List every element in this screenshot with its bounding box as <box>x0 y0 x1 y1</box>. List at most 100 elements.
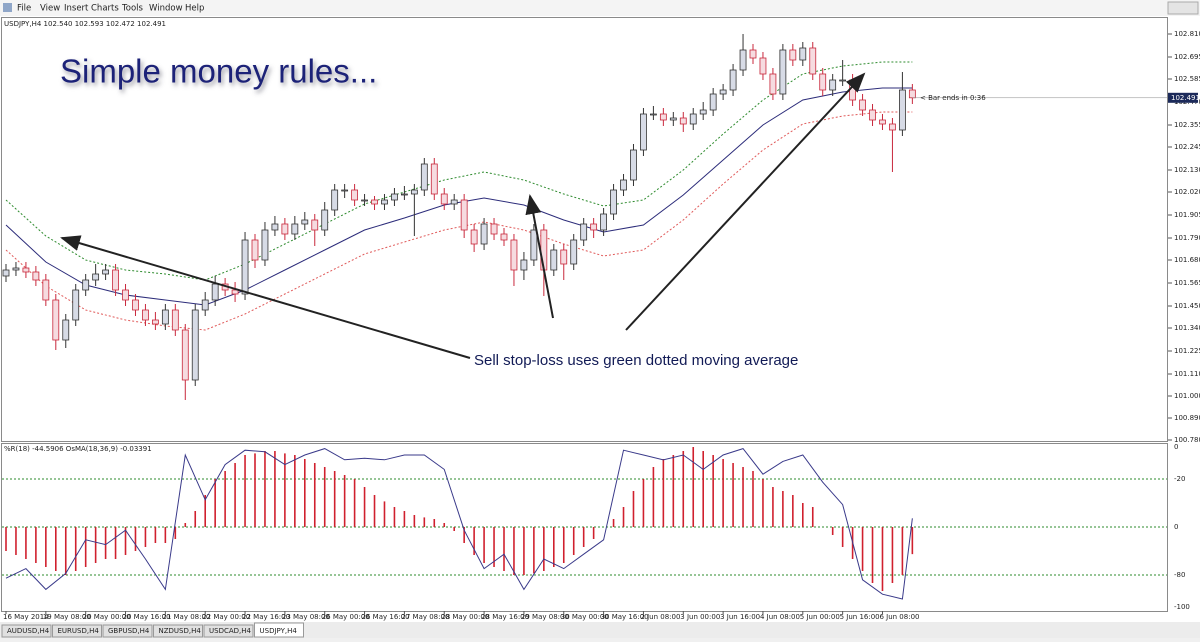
menu-item[interactable]: Insert <box>64 4 89 14</box>
indicator-header: %R(18) -44.5906 OsMA(18,36,9) -0.03391 <box>4 445 152 453</box>
menu-item[interactable]: Tools <box>121 4 144 14</box>
app-icon <box>3 3 12 12</box>
tab-label[interactable]: USDJPY,H4 <box>260 627 298 635</box>
annotation-arrow <box>625 72 866 331</box>
y-tick-label: 102.245 <box>1174 143 1200 151</box>
x-tick-label: 29 May 08:00 <box>521 613 569 621</box>
candle-body <box>709 93 717 111</box>
candle-body <box>679 117 687 125</box>
tab-label[interactable]: AUDUSD,H4 <box>7 627 50 635</box>
candle-body <box>92 273 100 281</box>
x-tick-label: 2 Jun 08:00 <box>640 613 680 621</box>
candle-body <box>550 249 558 271</box>
candle-body <box>570 239 578 265</box>
y-tick-label: -20 <box>1174 475 1185 483</box>
candle-body <box>440 193 448 205</box>
candle-body <box>739 49 747 71</box>
candle-body <box>590 223 598 231</box>
candle-body <box>769 73 777 95</box>
annotation: Sell stop-loss uses green dotted moving … <box>474 352 798 369</box>
x-tick-label: 3 Jun 00:00 <box>680 613 720 621</box>
candle-body <box>351 189 359 201</box>
candle-body <box>480 223 488 245</box>
y-tick-label: 100.780 <box>1174 436 1200 444</box>
menu-item[interactable]: Charts <box>91 4 119 14</box>
candle-body <box>181 329 189 381</box>
candle-body <box>291 223 299 235</box>
candle-body <box>391 193 398 201</box>
y-tick-label: 101.110 <box>1174 370 1200 378</box>
tab-label[interactable]: GBPUSD,H4 <box>108 627 150 635</box>
plot: 102.810102.695102.585102.470102.355102.2… <box>2 30 1200 621</box>
candle-body <box>52 299 60 341</box>
candle-body <box>231 289 239 295</box>
candle-body <box>371 199 378 205</box>
menu-item[interactable]: File <box>17 4 31 14</box>
tab[interactable] <box>102 624 153 638</box>
tab-label[interactable]: USDCAD,H4 <box>209 627 252 635</box>
x-tick-label: 5 Jun 16:00 <box>840 613 880 621</box>
y-tick-label: 0 <box>1174 443 1178 451</box>
candle-body <box>42 279 50 301</box>
candle-body <box>908 89 916 99</box>
menu-item[interactable]: Help <box>185 4 204 14</box>
menu-item[interactable]: Window <box>149 4 183 14</box>
y-tick-label: -100 <box>1174 603 1190 611</box>
y-tick-label: -80 <box>1174 571 1185 579</box>
x-tick-label: 27 May 08:00 <box>401 613 449 621</box>
candle-body <box>22 267 30 273</box>
x-tick-label: 23 May 08:00 <box>282 613 330 621</box>
tab[interactable] <box>254 622 304 638</box>
candle-body <box>112 269 119 291</box>
candle-body <box>82 279 90 291</box>
menu: File View Insert Charts Tools Window Help <box>17 4 204 14</box>
candle-body <box>132 299 139 311</box>
candle-body <box>749 49 757 59</box>
tab[interactable] <box>153 624 203 638</box>
x-tick-label: 3 Jun 16:00 <box>720 613 760 621</box>
candle-body <box>72 289 80 321</box>
tab[interactable] <box>1 624 52 638</box>
candle-body <box>869 109 876 121</box>
x-tick-label: 30 May 16:00 <box>601 613 649 621</box>
y-tick-label: 101.790 <box>1174 234 1200 242</box>
y-tick-label: 102.355 <box>1174 121 1200 129</box>
candle-body <box>500 233 508 241</box>
x-tick-label: 26 May 00:00 <box>322 613 370 621</box>
tab-label[interactable]: EURUSD,H4 <box>58 627 100 635</box>
candle-body <box>610 189 617 215</box>
overlay-title: Simple money rules... <box>60 53 377 90</box>
candle-body <box>400 193 408 196</box>
x-tick-label: 26 May 16:00 <box>362 613 410 621</box>
menu-item[interactable]: View <box>40 4 60 14</box>
y-tick-label: 101.225 <box>1174 347 1200 355</box>
candle-body <box>171 309 179 331</box>
candle-body <box>321 209 329 231</box>
y-tick-label: 101.680 <box>1174 256 1200 264</box>
x-tick-label: 6 Jun 08:00 <box>879 613 919 621</box>
y-tick-label: 102.810 <box>1174 30 1200 38</box>
tab[interactable] <box>203 624 254 638</box>
candle-body <box>889 123 896 131</box>
y-tick-label: 101.565 <box>1174 279 1200 287</box>
tab[interactable] <box>52 624 102 638</box>
x-tick-label: 28 May 16:00 <box>481 613 529 621</box>
tab-label[interactable]: NZDUSD,H4 <box>159 627 202 635</box>
candle-body <box>699 109 707 115</box>
x-tick-label: 22 May 00:00 <box>202 613 250 621</box>
candle-body <box>669 117 677 121</box>
candle-body <box>211 283 219 301</box>
y-tick-label: 100.890 <box>1174 414 1200 422</box>
window-controls[interactable] <box>1167 1 1199 15</box>
candle-body <box>361 199 368 202</box>
bar-timer: < Bar ends in 0:36 <box>920 94 986 102</box>
candle-body <box>341 189 349 192</box>
candle-body <box>151 319 159 325</box>
candle-body <box>201 299 209 311</box>
current-price-label: 102.491 <box>1171 94 1200 102</box>
candle-body <box>809 47 817 75</box>
candle-body <box>719 89 727 95</box>
candle-body <box>450 199 458 205</box>
candle-body <box>261 229 269 261</box>
y-tick-label: 101.340 <box>1174 324 1200 332</box>
